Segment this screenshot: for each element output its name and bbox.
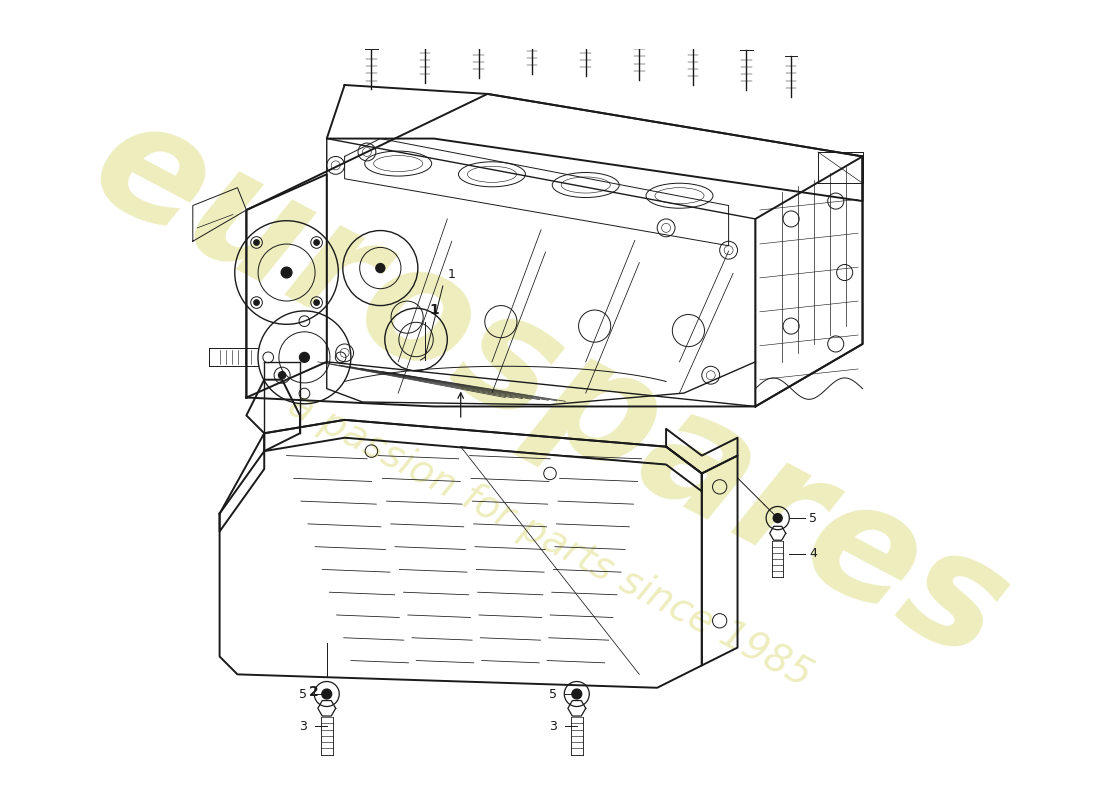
Circle shape [278,372,286,378]
Circle shape [314,240,319,245]
Circle shape [773,514,782,522]
Circle shape [254,300,260,306]
Text: eurospares: eurospares [68,83,1032,694]
Text: a passion for parts since 1985: a passion for parts since 1985 [282,386,818,695]
Text: 3: 3 [299,720,307,733]
Circle shape [314,300,319,306]
Text: 5: 5 [549,687,557,701]
Circle shape [299,353,309,362]
Text: 5: 5 [808,511,817,525]
Text: 4: 4 [808,547,817,560]
Text: 2: 2 [308,685,318,699]
Circle shape [282,267,292,278]
Text: 1: 1 [429,303,439,317]
Text: 1: 1 [448,269,455,282]
Text: 5: 5 [299,687,307,701]
Circle shape [254,240,260,245]
Text: 3: 3 [549,720,557,733]
Circle shape [376,263,385,273]
Circle shape [572,689,582,699]
Circle shape [322,689,332,699]
